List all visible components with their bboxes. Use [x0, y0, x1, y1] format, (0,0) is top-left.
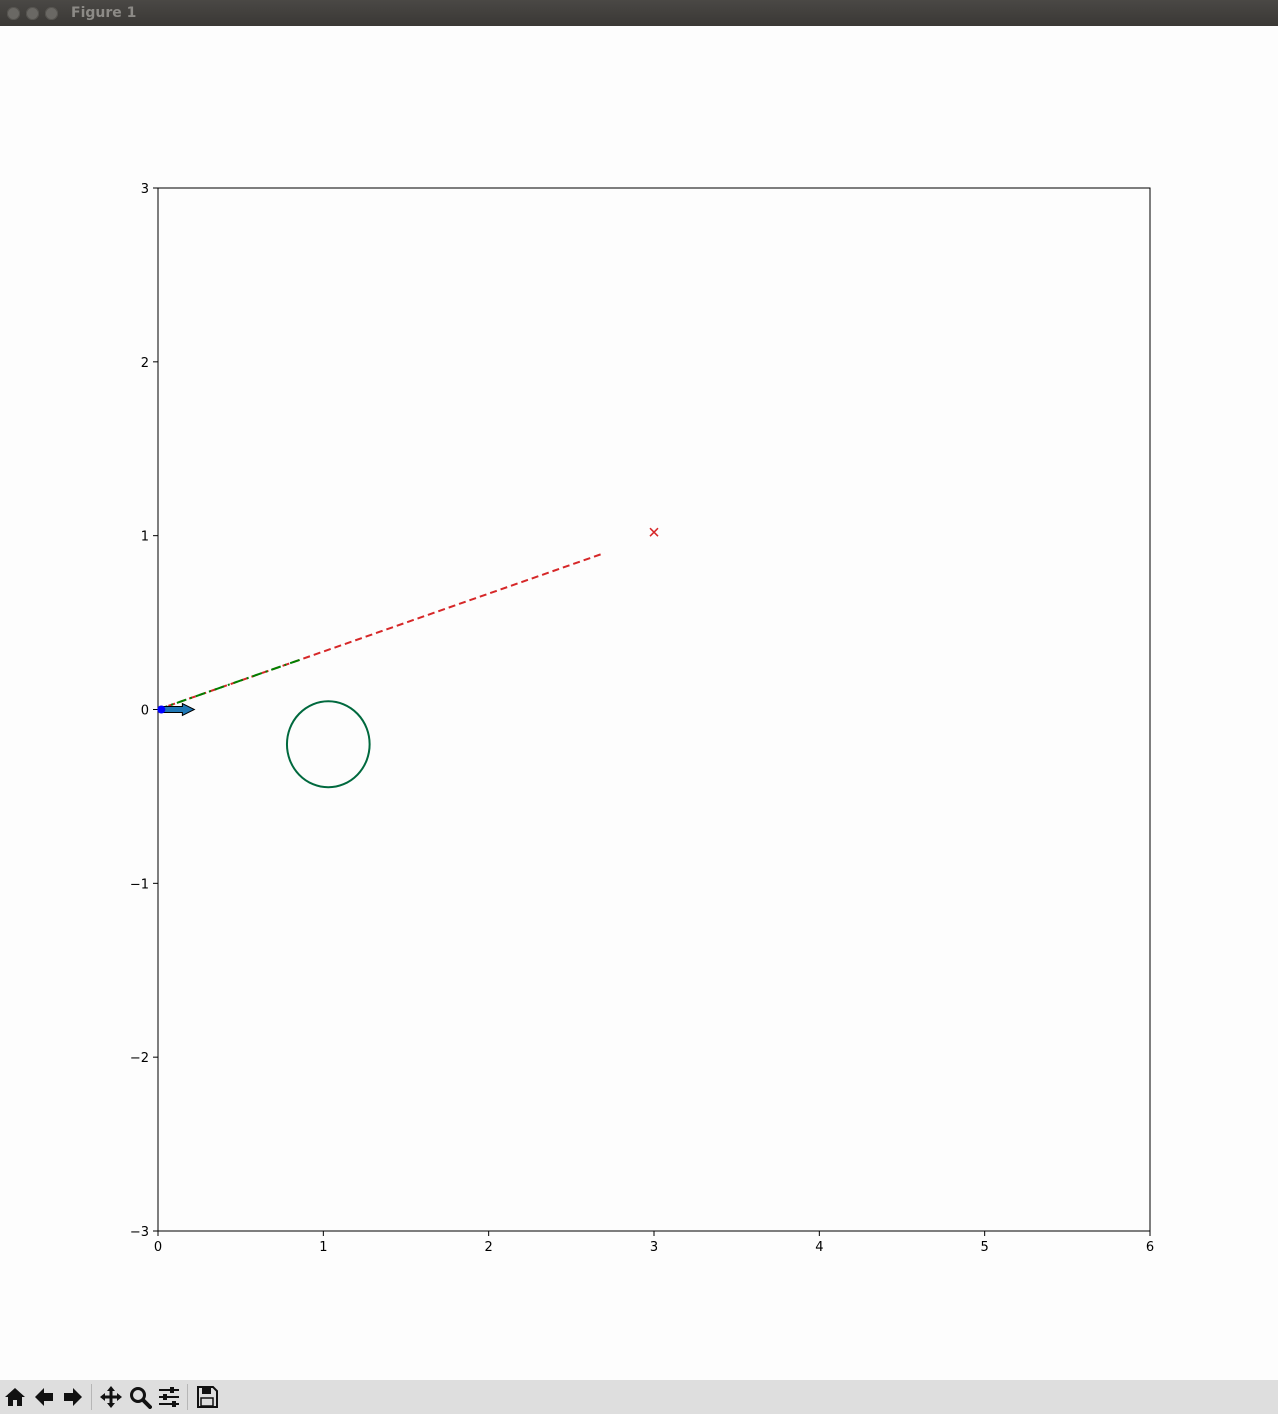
floppy-disk-icon [195, 1385, 219, 1409]
y-tick-label: −3 [130, 1225, 149, 1240]
pan-button[interactable] [97, 1383, 125, 1411]
axes-frame [158, 188, 1150, 1231]
toolbar-separator [187, 1384, 188, 1410]
x-tick-label: 3 [650, 1240, 658, 1255]
start-point-marker [157, 706, 165, 714]
magnifier-icon [128, 1385, 152, 1409]
y-tick-label: 1 [141, 530, 149, 545]
figure-canvas[interactable]: 0 1 2 3 4 5 6 3 2 1 0 −1 −2 −3 [0, 26, 1278, 1380]
minimize-window-button[interactable] [26, 7, 39, 20]
x-tick-label: 5 [981, 1240, 989, 1255]
y-tick-label: 0 [141, 704, 149, 719]
window-titlebar: Figure 1 [0, 0, 1278, 26]
home-icon [3, 1385, 27, 1409]
arrow-right-icon [61, 1385, 85, 1409]
obstacle-circle [287, 701, 370, 787]
y-tick-label: 3 [141, 182, 149, 197]
x-tick-label: 2 [485, 1240, 493, 1255]
back-button[interactable] [30, 1383, 58, 1411]
y-tick-label: −1 [130, 877, 149, 892]
navigation-toolbar [0, 1380, 1278, 1414]
home-button[interactable] [1, 1383, 29, 1411]
x-tick-label: 0 [154, 1240, 162, 1255]
path-series-line [158, 553, 604, 709]
window-title: Figure 1 [71, 5, 136, 21]
plot-marks [157, 528, 658, 787]
sliders-icon [157, 1385, 181, 1409]
save-button[interactable] [193, 1383, 221, 1411]
x-tick-label: 1 [319, 1240, 327, 1255]
y-tick-label: 2 [141, 356, 149, 371]
path-series-line [158, 659, 302, 709]
plot-svg: 0 1 2 3 4 5 6 3 2 1 0 −1 −2 −3 [0, 26, 1278, 1380]
zoom-button[interactable] [126, 1383, 154, 1411]
forward-button[interactable] [59, 1383, 87, 1411]
arrow-left-icon [32, 1385, 56, 1409]
toolbar-separator [91, 1384, 92, 1410]
axis-ticks: 0 1 2 3 4 5 6 3 2 1 0 −1 −2 −3 [130, 182, 1154, 1255]
y-tick-label: −2 [130, 1051, 149, 1066]
heading-arrow [161, 704, 194, 716]
x-tick-label: 6 [1146, 1240, 1154, 1255]
close-window-button[interactable] [7, 7, 20, 20]
configure-subplots-button[interactable] [155, 1383, 183, 1411]
move-icon [99, 1385, 123, 1409]
goal-x-marker [650, 528, 658, 536]
maximize-window-button[interactable] [45, 7, 58, 20]
x-tick-label: 4 [815, 1240, 823, 1255]
